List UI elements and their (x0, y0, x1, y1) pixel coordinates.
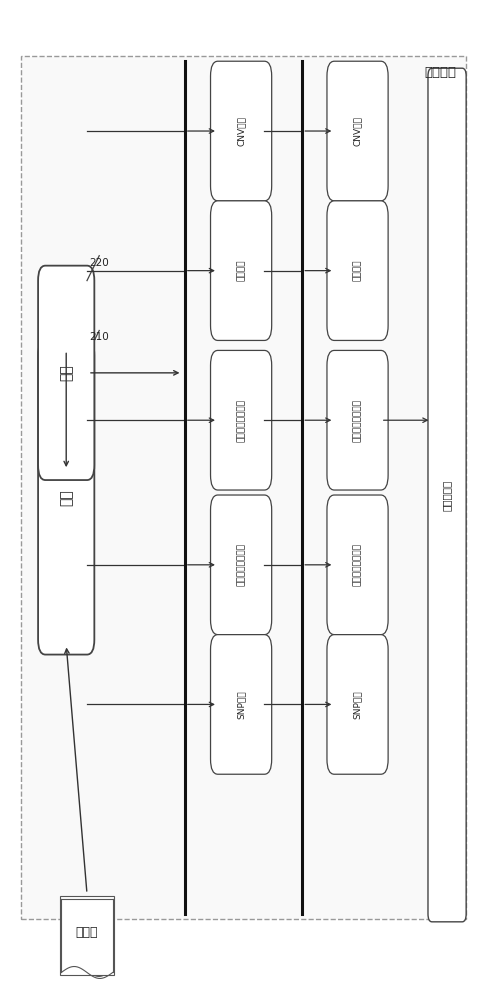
Text: CNV调用: CNV调用 (237, 116, 246, 146)
Text: CNV基因: CNV基因 (353, 116, 362, 146)
FancyBboxPatch shape (211, 61, 272, 201)
Text: SNP调用: SNP调用 (237, 690, 246, 719)
FancyBboxPatch shape (21, 56, 466, 919)
Text: 调用小的插入缺失: 调用小的插入缺失 (353, 399, 362, 442)
FancyBboxPatch shape (64, 899, 110, 970)
Text: 210: 210 (90, 332, 109, 342)
FancyBboxPatch shape (327, 350, 388, 490)
FancyBboxPatch shape (60, 896, 114, 975)
FancyBboxPatch shape (327, 201, 388, 340)
FancyBboxPatch shape (38, 340, 94, 655)
Text: 调用大的插入缺失: 调用大的插入缺失 (353, 543, 362, 586)
Text: 逆向调用: 逆向调用 (353, 260, 362, 281)
FancyBboxPatch shape (428, 68, 466, 922)
Text: 调用大的插入缺失: 调用大的插入缺失 (237, 543, 246, 586)
FancyBboxPatch shape (38, 266, 94, 480)
Text: SNP基因: SNP基因 (353, 690, 362, 719)
Text: 序列重组: 序列重组 (425, 66, 457, 79)
FancyBboxPatch shape (211, 635, 272, 774)
FancyBboxPatch shape (327, 495, 388, 635)
Text: 变异到疾病: 变异到疾病 (442, 479, 452, 511)
Text: 220: 220 (90, 258, 109, 268)
FancyBboxPatch shape (211, 495, 272, 635)
Text: 配对: 配对 (59, 364, 73, 381)
Text: 调用小的插入缺失: 调用小的插入缺失 (237, 399, 246, 442)
FancyBboxPatch shape (211, 201, 272, 340)
FancyBboxPatch shape (327, 61, 388, 201)
FancyBboxPatch shape (62, 897, 112, 973)
Text: 读数据: 读数据 (76, 926, 98, 939)
FancyBboxPatch shape (327, 635, 388, 774)
FancyBboxPatch shape (211, 350, 272, 490)
Text: 逆向调用: 逆向调用 (237, 260, 246, 281)
Text: 映射: 映射 (59, 489, 73, 506)
